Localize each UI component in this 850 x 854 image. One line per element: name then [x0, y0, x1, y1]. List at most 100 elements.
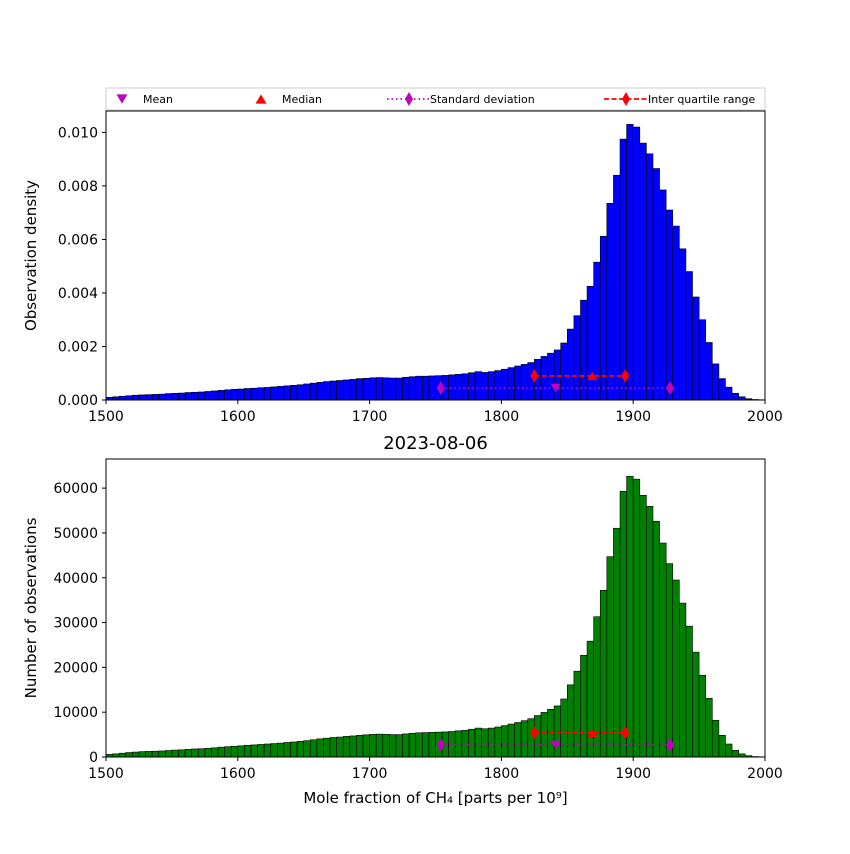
histogram-bar	[363, 378, 370, 400]
histogram-bar	[284, 386, 291, 400]
histogram-bar	[350, 736, 357, 757]
histogram-bar	[264, 744, 271, 757]
y-tick-label: 20000	[53, 660, 98, 676]
histogram-bar	[495, 727, 502, 757]
histogram-bar	[376, 378, 383, 400]
histogram-bar	[198, 749, 205, 757]
histogram-bar	[613, 528, 620, 757]
histogram-bar	[515, 366, 522, 400]
histogram-bar	[330, 738, 337, 757]
histogram-bar	[225, 390, 232, 400]
histogram-bar	[218, 390, 225, 400]
histogram-bar	[627, 124, 634, 400]
histogram-bar	[646, 154, 653, 400]
histogram-bar	[653, 521, 660, 757]
histogram-bar	[587, 286, 594, 400]
histogram-bar	[277, 743, 284, 757]
histogram-bar	[403, 377, 410, 400]
y-axis-label: Number of observations	[22, 517, 40, 698]
histogram-bar	[119, 753, 126, 757]
histogram-bar	[501, 726, 508, 757]
histogram-bar	[337, 380, 344, 400]
y-tick-label: 0.004	[58, 286, 98, 302]
histogram-bar	[370, 378, 377, 400]
histogram-bar	[693, 652, 700, 757]
histogram-bar	[640, 495, 647, 757]
histogram-bar	[580, 300, 587, 400]
histogram-bar	[712, 364, 719, 400]
histogram-bar	[567, 329, 574, 400]
x-tick-label: 1700	[352, 766, 388, 782]
histogram-bar	[258, 388, 265, 400]
histogram-bar	[317, 382, 324, 400]
x-tick-label: 1600	[220, 409, 256, 425]
histogram-bar	[211, 748, 218, 757]
histogram-bar	[284, 742, 291, 757]
histogram-bar	[561, 699, 568, 757]
histogram-bar	[165, 751, 172, 757]
y-tick-label: 0	[89, 750, 98, 766]
histogram-bar	[699, 320, 706, 400]
histogram-bar	[646, 506, 653, 757]
histogram-bar	[515, 722, 522, 757]
histogram-bar	[482, 729, 489, 757]
histogram-bar	[126, 753, 133, 757]
histogram-bar	[521, 721, 528, 757]
histogram-bar	[666, 210, 673, 400]
histogram-bar	[172, 750, 179, 757]
histogram-bar	[732, 393, 739, 400]
histogram-bar	[363, 735, 370, 757]
y-tick-label: 0.008	[58, 179, 98, 195]
histogram-bar	[495, 371, 502, 400]
x-tick-label: 1500	[88, 409, 124, 425]
histogram-bar	[132, 395, 139, 400]
histogram-bar	[422, 733, 429, 757]
histogram-bar	[139, 752, 146, 757]
y-tick-label: 0.002	[58, 339, 98, 355]
histogram-bar	[712, 720, 719, 757]
y-tick-label: 10000	[53, 705, 98, 721]
histogram-bar	[165, 394, 172, 400]
legend-label-median: Median	[282, 93, 322, 106]
histogram-bar	[706, 342, 713, 400]
histogram-bar	[482, 372, 489, 400]
histogram-bar	[403, 734, 410, 757]
y-tick-label: 50000	[53, 526, 98, 542]
histogram-bar	[607, 203, 614, 400]
legend-entry-std: Standard deviation	[387, 92, 535, 106]
histogram-bar	[580, 655, 587, 757]
histogram-bar	[541, 356, 548, 400]
histogram-bar	[218, 747, 225, 757]
histogram-bar	[264, 387, 271, 400]
y-tick-label: 0.000	[58, 393, 98, 409]
histogram-bar	[310, 740, 317, 757]
histogram-bar	[719, 735, 726, 757]
histogram-bar	[356, 735, 363, 757]
histogram-bar	[383, 734, 390, 757]
histogram-bar	[475, 372, 482, 400]
histogram-bar	[455, 374, 462, 400]
x-tick-label: 1900	[615, 766, 651, 782]
legend: Mean Median Standard deviation Inter qua…	[106, 88, 765, 110]
histogram-bar	[554, 706, 561, 757]
histogram-bar	[152, 394, 159, 400]
histogram-bar	[178, 750, 185, 757]
histogram-bar	[508, 724, 515, 757]
histogram-bar	[422, 376, 429, 400]
histogram-bar	[409, 733, 416, 757]
histogram-bar	[159, 751, 166, 757]
histogram-bar	[725, 387, 732, 400]
histogram-bar	[653, 169, 660, 400]
histogram-bar	[732, 750, 739, 757]
histogram-bar	[126, 396, 133, 400]
histogram-bar	[640, 143, 647, 400]
histogram-bar	[258, 744, 265, 757]
histogram-bar	[587, 641, 594, 757]
histogram-bar	[501, 369, 508, 400]
histogram-bar	[304, 384, 311, 400]
histogram-bar	[146, 395, 153, 400]
